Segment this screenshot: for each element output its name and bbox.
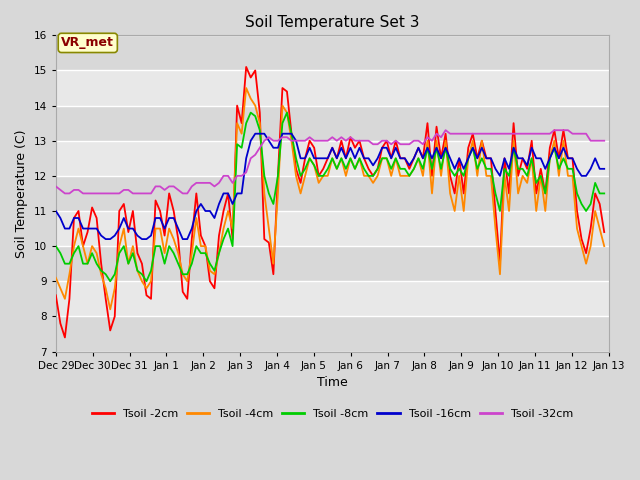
Legend: Tsoil -2cm, Tsoil -4cm, Tsoil -8cm, Tsoil -16cm, Tsoil -32cm: Tsoil -2cm, Tsoil -4cm, Tsoil -8cm, Tsoi… — [87, 405, 577, 423]
Bar — [56, 176, 609, 211]
Bar — [56, 211, 609, 246]
Y-axis label: Soil Temperature (C): Soil Temperature (C) — [15, 129, 28, 258]
Bar — [56, 36, 609, 71]
Bar — [56, 141, 609, 176]
X-axis label: Time: Time — [317, 376, 348, 389]
Bar — [56, 106, 609, 141]
Title: Soil Temperature Set 3: Soil Temperature Set 3 — [245, 15, 420, 30]
Bar — [56, 316, 609, 351]
Bar — [56, 281, 609, 316]
Bar — [56, 71, 609, 106]
Bar — [56, 246, 609, 281]
Text: VR_met: VR_met — [61, 36, 114, 49]
